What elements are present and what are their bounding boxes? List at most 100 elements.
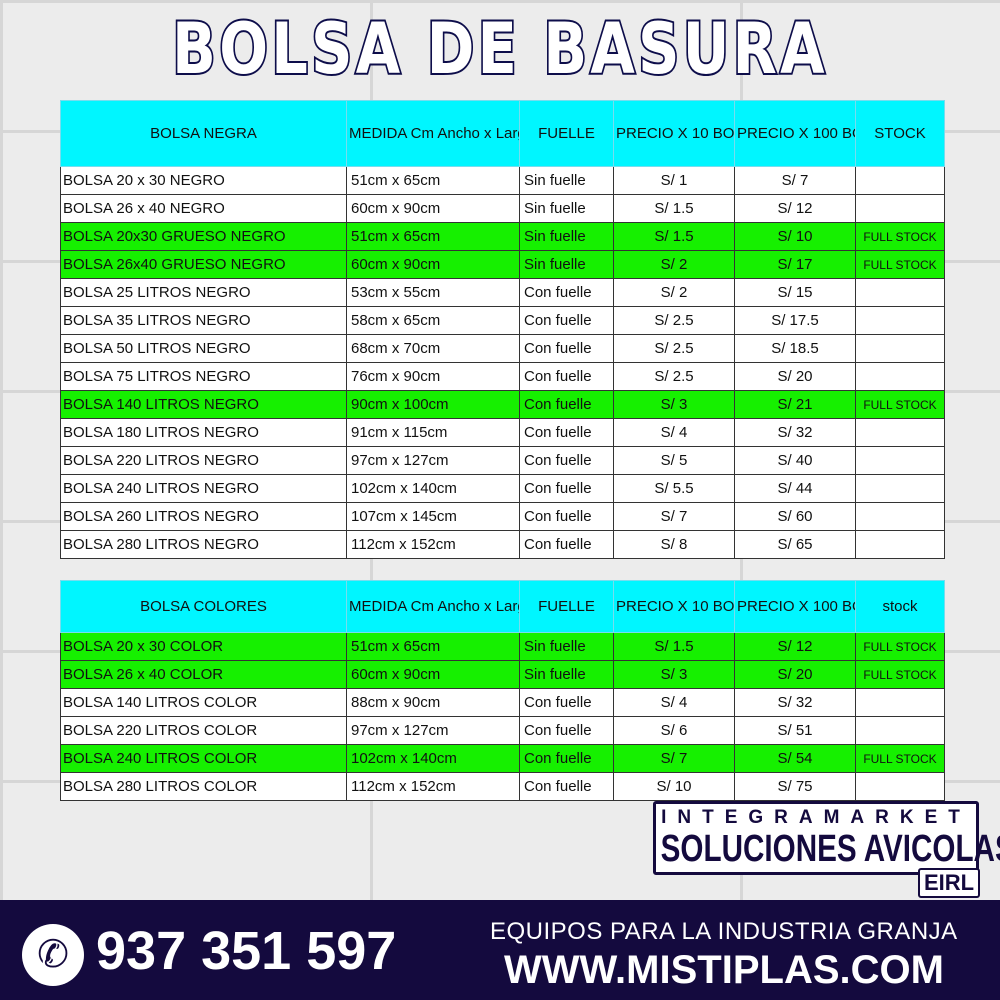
cell-size: 112cm x 152cm	[346, 772, 520, 801]
cell-fuelle: Sin fuelle	[519, 660, 614, 689]
cell-fuelle: Sin fuelle	[519, 632, 614, 661]
cell-stock: FULL STOCK	[855, 744, 945, 773]
column-header: FUELLE	[519, 100, 614, 167]
cell-fuelle: Sin fuelle	[519, 166, 614, 195]
table-row: BOLSA 180 LITROS NEGRO 91cm x 115cm Con fu…	[60, 418, 945, 447]
color-bags-table: BOLSA COLORES MEDIDA Cm Ancho x Largo FUEL…	[60, 580, 945, 801]
cell-p100: S/ 51	[734, 716, 856, 745]
cell-fuelle: Con fuelle	[519, 418, 614, 447]
cell-name: BOLSA 220 LITROS COLOR	[60, 716, 347, 745]
cell-stock	[855, 306, 945, 335]
cell-fuelle: Con fuelle	[519, 502, 614, 531]
cell-p100: S/ 17.5	[734, 306, 856, 335]
cell-fuelle: Sin fuelle	[519, 194, 614, 223]
cell-size: 90cm x 100cm	[346, 390, 520, 419]
cell-stock	[855, 716, 945, 745]
cell-name: BOLSA 26 x 40 COLOR	[60, 660, 347, 689]
cell-size: 88cm x 90cm	[346, 688, 520, 717]
cell-size: 97cm x 127cm	[346, 446, 520, 475]
cell-stock	[855, 194, 945, 223]
cell-p100: S/ 15	[734, 278, 856, 307]
cell-size: 91cm x 115cm	[346, 418, 520, 447]
cell-p10: S/ 2.5	[613, 362, 735, 391]
cell-p10: S/ 7	[613, 502, 735, 531]
cell-fuelle: Con fuelle	[519, 390, 614, 419]
cell-p100: S/ 32	[734, 418, 856, 447]
cell-size: 102cm x 140cm	[346, 744, 520, 773]
column-header: PRECIO X 10 BOLS	[613, 100, 735, 167]
cell-name: BOLSA 25 LITROS NEGRO	[60, 278, 347, 307]
cell-stock	[855, 688, 945, 717]
cell-size: 60cm x 90cm	[346, 250, 520, 279]
cell-p10: S/ 8	[613, 530, 735, 559]
table-row: BOLSA 140 LITROS NEGRO 90cm x 100cm Con fu…	[60, 390, 945, 419]
cell-p10: S/ 3	[613, 390, 735, 419]
cell-stock	[855, 362, 945, 391]
cell-stock	[855, 502, 945, 531]
table-row: BOLSA 35 LITROS NEGRO 58cm x 65cm Con fuel…	[60, 306, 945, 335]
table-row: BOLSA 240 LITROS COLOR 102cm x 140cm Con f…	[60, 744, 945, 773]
company-logo: INTEGRAMARKET SOLUCIONES AVICOLAS	[653, 801, 1000, 875]
table-row: BOLSA 240 LITROS NEGRO 102cm x 140cm Con f…	[60, 474, 945, 503]
cell-name: BOLSA 20 x 30 COLOR	[60, 632, 347, 661]
column-header: PRECIO X 100 BOLS	[734, 100, 856, 167]
column-header: MEDIDA Cm Ancho x Largo	[346, 100, 520, 167]
cell-p10: S/ 4	[613, 418, 735, 447]
cell-p10: S/ 4	[613, 688, 735, 717]
cell-fuelle: Con fuelle	[519, 278, 614, 307]
column-header: BOLSA NEGRA	[60, 100, 347, 167]
cell-stock: FULL STOCK	[855, 250, 945, 279]
table-row: BOLSA 20 x 30 COLOR 51cm x 65cm Sin fuelle…	[60, 632, 945, 661]
cell-p10: S/ 5.5	[613, 474, 735, 503]
cell-size: 60cm x 90cm	[346, 660, 520, 689]
table-row: BOLSA 260 LITROS NEGRO 107cm x 145cm Con f…	[60, 502, 945, 531]
phone-icon: ✆	[22, 924, 84, 986]
cell-name: BOLSA 240 LITROS COLOR	[60, 744, 347, 773]
cell-fuelle: Con fuelle	[519, 772, 614, 801]
phone-number[interactable]: 937 351 597	[96, 921, 397, 981]
cell-size: 53cm x 55cm	[346, 278, 520, 307]
cell-p100: S/ 20	[734, 660, 856, 689]
table-row: BOLSA 280 LITROS COLOR 112cm x 152cm Con f…	[60, 772, 945, 801]
cell-stock	[855, 446, 945, 475]
cell-size: 107cm x 145cm	[346, 502, 520, 531]
table-row: BOLSA 26 x 40 NEGRO 60cm x 90cm Sin fuelle…	[60, 194, 945, 223]
cell-p100: S/ 12	[734, 632, 856, 661]
column-header: PRECIO X 10 BOLS	[613, 580, 735, 633]
cell-name: BOLSA 26 x 40 NEGRO	[60, 194, 347, 223]
cell-p100: S/ 75	[734, 772, 856, 801]
cell-fuelle: Con fuelle	[519, 530, 614, 559]
table-row: BOLSA 50 LITROS NEGRO 68cm x 70cm Con fuel…	[60, 334, 945, 363]
cell-name: BOLSA 50 LITROS NEGRO	[60, 334, 347, 363]
cell-name: BOLSA 140 LITROS COLOR	[60, 688, 347, 717]
logo-line2: SOLUCIONES AVICOLAS	[660, 828, 1000, 870]
table-row: BOLSA 220 LITROS COLOR 97cm x 127cm Con fu…	[60, 716, 945, 745]
cell-name: BOLSA 20x30 GRUESO NEGRO	[60, 222, 347, 251]
website-link[interactable]: WWW.MISTIPLAS.COM	[504, 948, 944, 992]
column-header: FUELLE	[519, 580, 614, 633]
cell-p10: S/ 2	[613, 250, 735, 279]
cell-p10: S/ 3	[613, 660, 735, 689]
cell-name: BOLSA 75 LITROS NEGRO	[60, 362, 347, 391]
black-bags-table: BOLSA NEGRA MEDIDA Cm Ancho x Largo FUELLE…	[60, 100, 945, 559]
page-title: BOLSA DE BASURA	[171, 6, 828, 92]
cell-size: 51cm x 65cm	[346, 632, 520, 661]
column-header: PRECIO X 100 BOLS	[734, 580, 856, 633]
cell-name: BOLSA 220 LITROS NEGRO	[60, 446, 347, 475]
cell-size: 102cm x 140cm	[346, 474, 520, 503]
table-row: BOLSA 26x40 GRUESO NEGRO 60cm x 90cm Sin f…	[60, 250, 945, 279]
cell-p100: S/ 7	[734, 166, 856, 195]
cell-stock	[855, 278, 945, 307]
cell-size: 58cm x 65cm	[346, 306, 520, 335]
footer-banner: ✆ 937 351 597 EQUIPOS PARA LA INDUSTRIA …	[0, 900, 1000, 1000]
cell-name: BOLSA 280 LITROS COLOR	[60, 772, 347, 801]
logo-line1: INTEGRAMARKET	[661, 807, 971, 828]
cell-stock	[855, 530, 945, 559]
cell-p100: S/ 12	[734, 194, 856, 223]
cell-stock: FULL STOCK	[855, 390, 945, 419]
cell-name: BOLSA 20 x 30 NEGRO	[60, 166, 347, 195]
cell-p100: S/ 18.5	[734, 334, 856, 363]
cell-fuelle: Sin fuelle	[519, 250, 614, 279]
cell-p100: S/ 44	[734, 474, 856, 503]
cell-p10: S/ 10	[613, 772, 735, 801]
